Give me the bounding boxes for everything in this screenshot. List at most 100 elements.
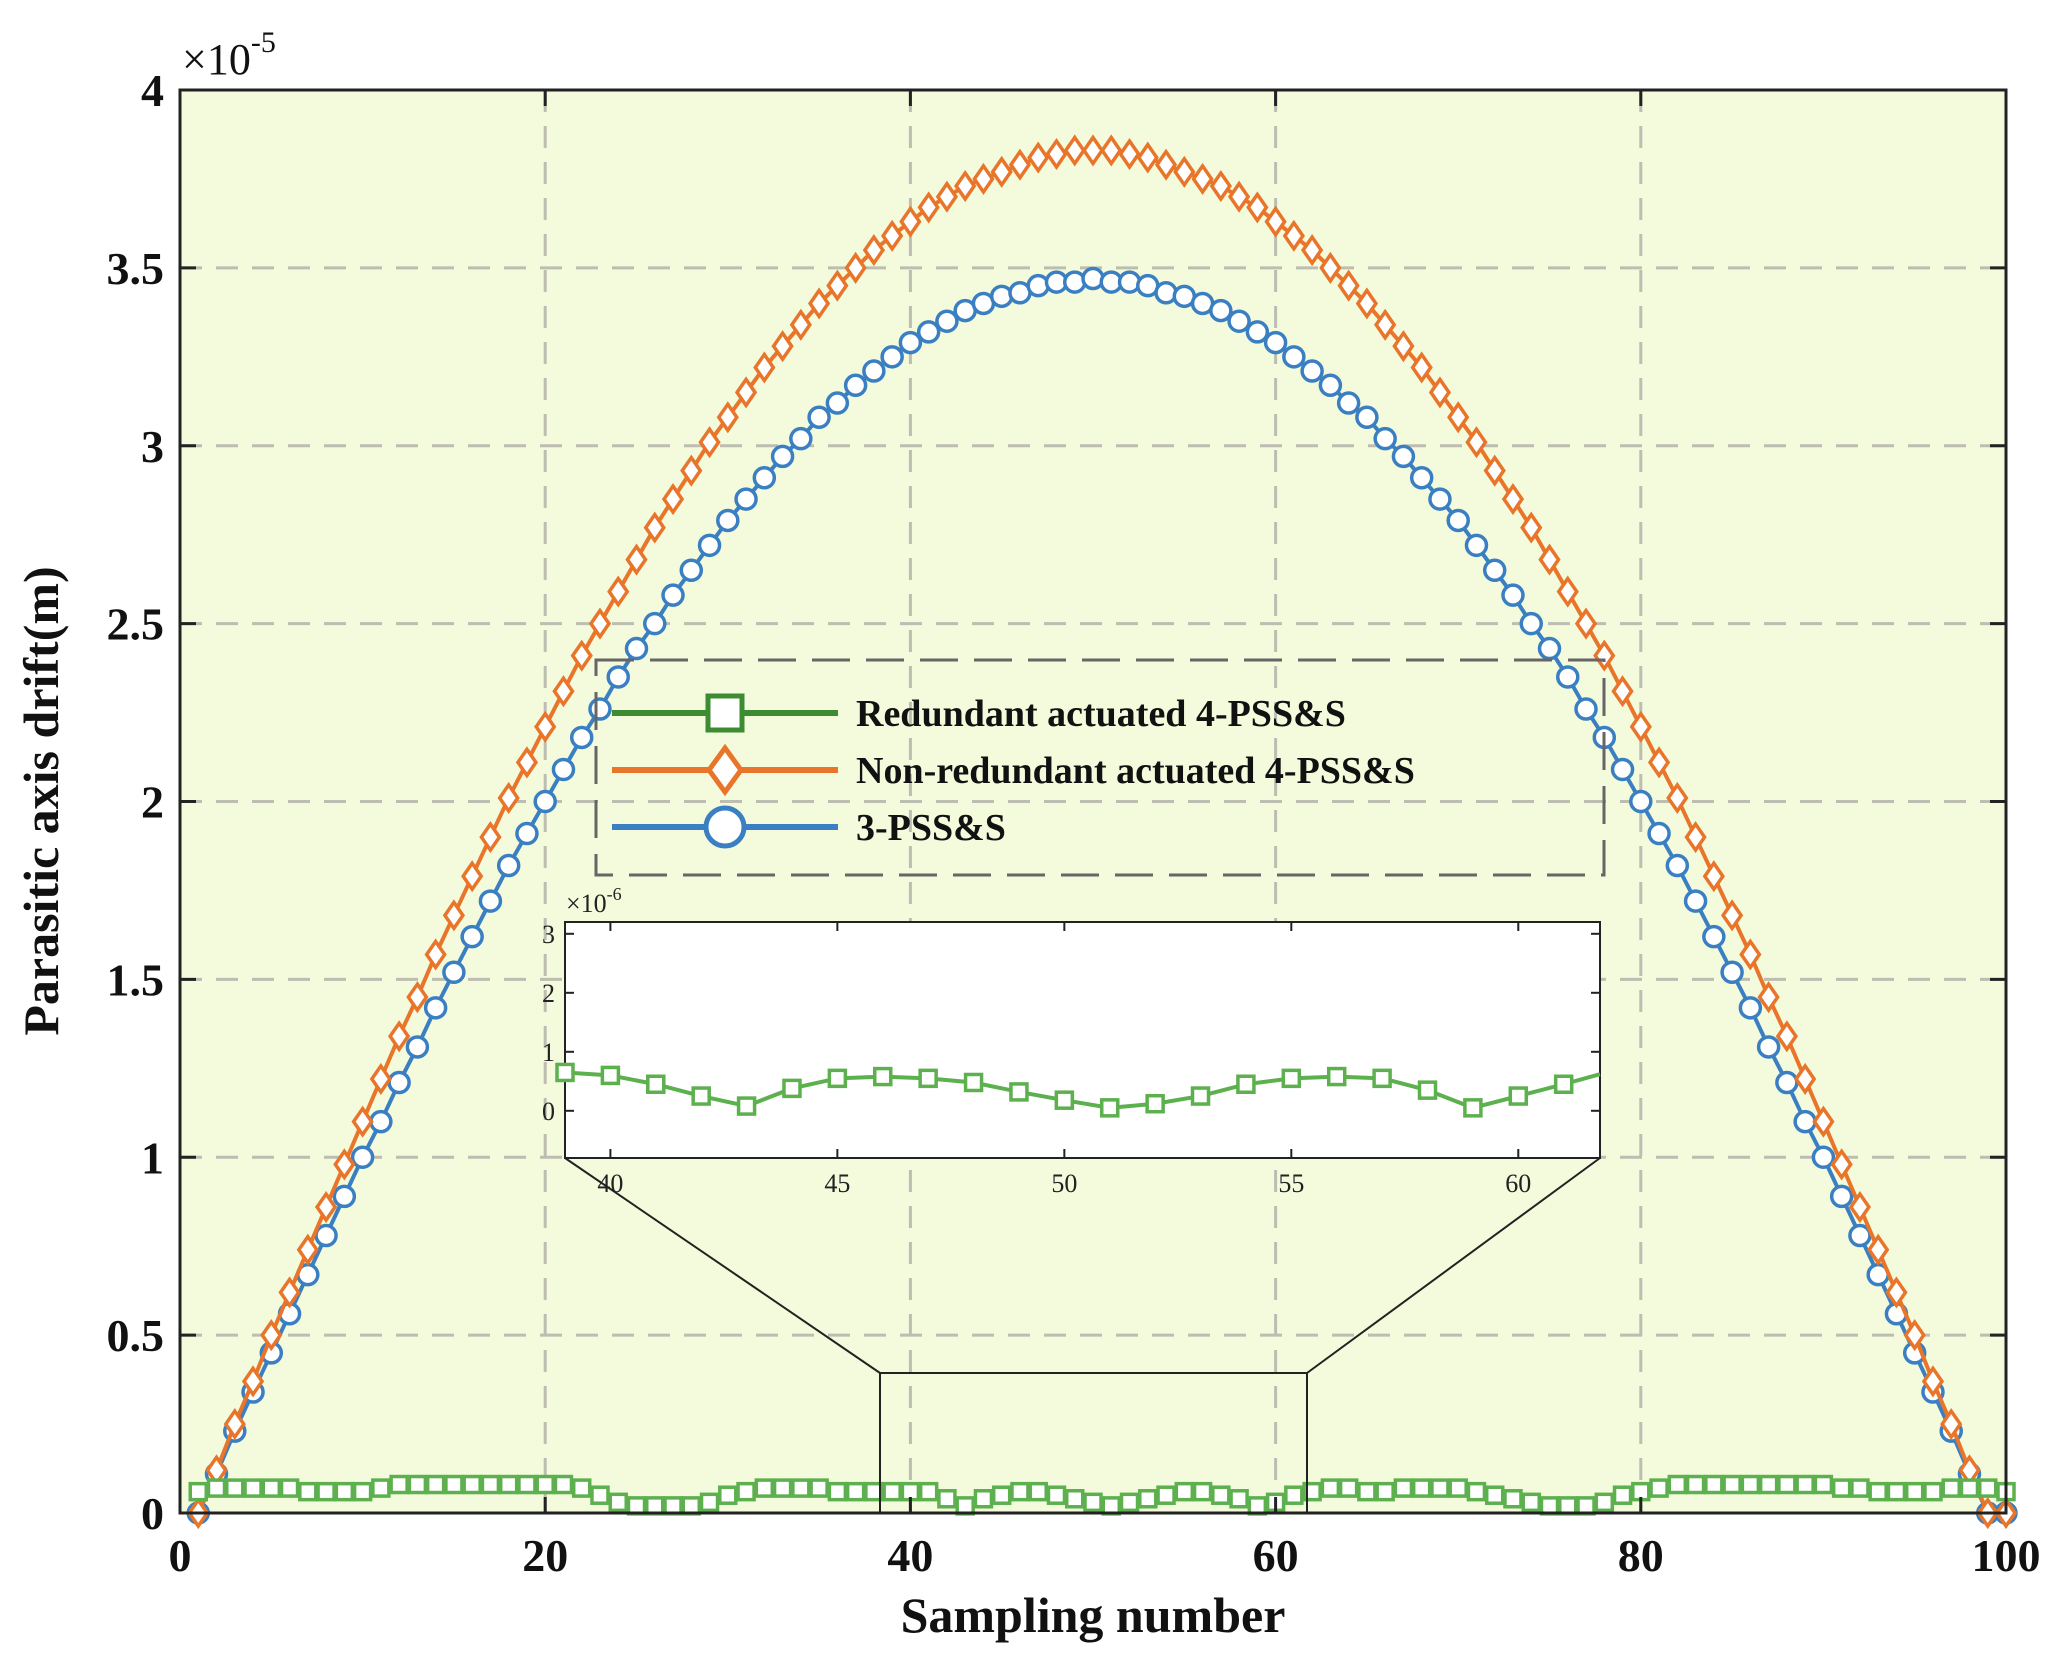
data-point-square [1850, 1478, 1870, 1498]
inset-data-point-square [918, 1068, 938, 1089]
data-point-square [1722, 1474, 1742, 1495]
data-point-diamond [1538, 543, 1561, 576]
data-point-square [1649, 1478, 1669, 1498]
data-point-circle [1409, 466, 1434, 490]
data-point-diamond [1867, 1233, 1890, 1266]
data-point-square [1558, 1496, 1578, 1516]
inset-data-point-square [1508, 1086, 1529, 1106]
data-point-square [699, 1492, 720, 1513]
data-point-square [1795, 1474, 1815, 1495]
data-point-square [1503, 1489, 1523, 1509]
data-point-diamond [807, 287, 831, 320]
data-point-circle [1355, 405, 1379, 430]
data-point-square [480, 1474, 501, 1495]
data-point-square [973, 1489, 994, 1509]
y-exponent-label: ×10-5 [182, 26, 276, 84]
y-tick-label: 0 [141, 1488, 164, 1539]
data-point-square [1521, 1492, 1541, 1513]
data-point-square [590, 1485, 610, 1505]
data-point-square [371, 1478, 391, 1498]
inset-data-point-square [1099, 1098, 1120, 1118]
data-point-square [1941, 1478, 1961, 1498]
legend: Redundant actuated 4-PSS&S Non-redundant… [594, 658, 1606, 877]
data-point-diamond [296, 1233, 319, 1266]
data-point-circle [1373, 426, 1397, 451]
inset-data-point-square [600, 1065, 621, 1086]
data-point-square [1886, 1481, 1907, 1502]
data-point-diamond [1246, 191, 1269, 224]
data-point-diamond [1136, 141, 1159, 174]
zoom-region-box [879, 1372, 1308, 1514]
data-point-diamond [1794, 1062, 1817, 1096]
data-point-circle [1556, 665, 1580, 689]
data-point-circle [1574, 697, 1598, 721]
data-point-square [225, 1478, 245, 1498]
data-point-square [1868, 1481, 1888, 1502]
data-point-diamond [935, 180, 959, 213]
data-point-square [1959, 1478, 1980, 1498]
x-tick-label: 60 [1253, 1530, 1299, 1581]
data-point-diamond [680, 454, 703, 487]
inset-x-tick-label: 40 [597, 1169, 623, 1198]
data-point-circle [1610, 757, 1635, 782]
data-point-square [1083, 1492, 1103, 1513]
inset-data-point-square [555, 1062, 575, 1083]
legend-label-3pss: 3-PSS&S [856, 807, 1006, 849]
inset-data-point-square [1145, 1093, 1165, 1114]
data-point-diamond [1392, 330, 1415, 363]
data-point-square [1539, 1496, 1560, 1516]
data-point-circle [1227, 309, 1251, 333]
data-point-diamond [314, 1190, 338, 1224]
zoom-indicator [564, 1157, 1601, 1514]
data-point-circle [1062, 270, 1087, 294]
inset-data-point-square [1417, 1080, 1438, 1100]
data-point-circle [1665, 853, 1690, 878]
data-point-circle [1829, 1184, 1854, 1209]
data-point-square [1229, 1489, 1249, 1509]
data-point-square [1411, 1478, 1432, 1498]
data-point-diamond [1520, 511, 1543, 544]
data-point-square [316, 1481, 336, 1502]
data-point-circle [679, 558, 704, 583]
data-point-diamond [223, 1407, 246, 1441]
data-point-circle [697, 533, 722, 558]
data-point-square [937, 1489, 957, 1509]
inset-data-point-square [963, 1072, 984, 1093]
data-point-diamond [278, 1276, 301, 1309]
data-point-square [1923, 1481, 1943, 1502]
data-point-circle [789, 426, 813, 451]
data-point-circle [606, 665, 630, 689]
data-point-diamond [771, 330, 794, 363]
data-point-circle [1629, 789, 1653, 814]
data-point-circle [843, 373, 868, 398]
data-point-diamond [972, 162, 995, 196]
data-point-circle [1117, 270, 1142, 294]
data-point-diamond [1757, 981, 1780, 1014]
data-point-diamond [497, 781, 520, 815]
data-point-circle [1391, 444, 1416, 469]
data-point-diamond [1666, 781, 1689, 815]
inset-data-point-square [1326, 1066, 1347, 1087]
data-point-diamond [1191, 162, 1214, 196]
legend-label-redundant: Redundant actuated 4-PSS&S [856, 693, 1346, 735]
data-point-circle [1464, 533, 1489, 558]
x-tick-label: 40 [887, 1530, 933, 1581]
data-point-square [1101, 1496, 1122, 1516]
data-point-diamond [1739, 938, 1762, 971]
legend-circle-marker [703, 805, 747, 849]
data-point-diamond [698, 426, 721, 459]
data-point-diamond [954, 169, 977, 203]
data-point-circle [369, 1109, 393, 1134]
data-point-square [1466, 1481, 1487, 1502]
data-point-diamond [716, 401, 739, 434]
data-point-square [243, 1478, 263, 1498]
data-point-square [389, 1474, 409, 1495]
data-point-diamond [461, 860, 484, 893]
data-point-diamond [607, 575, 630, 608]
data-point-square [1192, 1481, 1213, 1502]
data-point-circle [569, 725, 594, 750]
data-point-square [1904, 1481, 1925, 1502]
inset-series-layer [555, 1062, 1601, 1118]
data-point-square [1064, 1489, 1085, 1509]
inset-series [555, 1062, 1601, 1118]
